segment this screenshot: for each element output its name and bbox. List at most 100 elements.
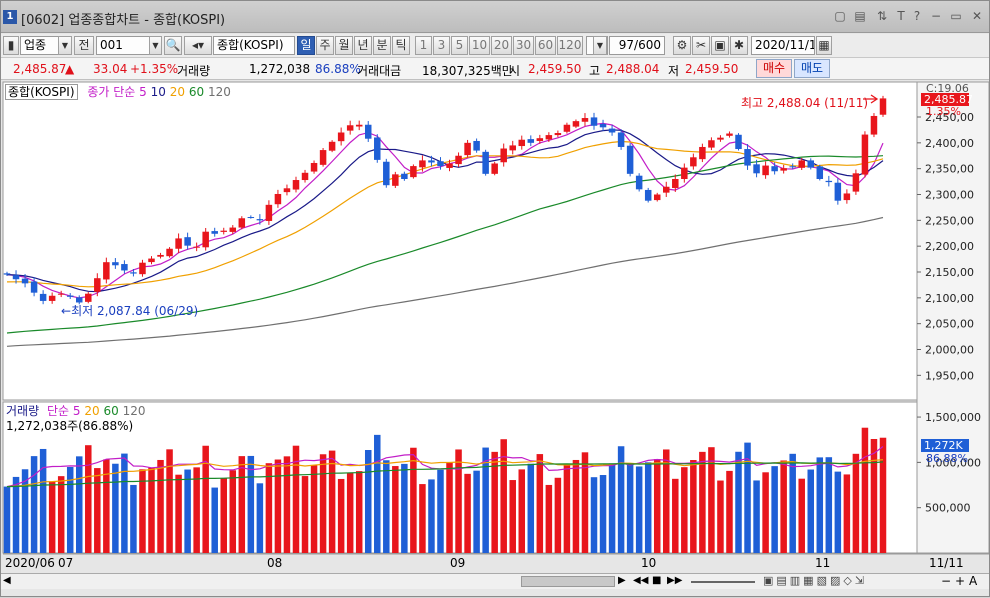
candle bbox=[735, 134, 742, 150]
text-icon[interactable]: T bbox=[897, 9, 905, 23]
rewind-icon[interactable]: ◀◀ bbox=[633, 575, 649, 586]
interval-120-button[interactable]: 120 bbox=[557, 36, 583, 55]
period-tick-tab[interactable]: 틱 bbox=[392, 36, 410, 55]
candle bbox=[139, 262, 146, 275]
volume-bar bbox=[392, 466, 399, 553]
interval-3-button[interactable]: 3 bbox=[433, 36, 450, 55]
zoom-out-icon[interactable]: − bbox=[941, 574, 952, 588]
code-dropdown-icon[interactable]: ▼ bbox=[149, 36, 162, 55]
interval-20-button[interactable]: 20 bbox=[491, 36, 512, 55]
maximize-icon[interactable]: ▭ bbox=[950, 9, 962, 23]
forward-icon[interactable]: ▶▶ bbox=[667, 575, 683, 586]
zoom-in-icon[interactable]: + bbox=[955, 574, 966, 588]
vol-ma20-label: 20 bbox=[84, 404, 100, 418]
scrollbar[interactable]: ◀ ▶ ◀◀ ■ ▶▶ ▣▤▥▦▧▨◇⇲ − + A bbox=[1, 573, 989, 589]
last-pct-label: 1.35% bbox=[926, 105, 961, 118]
save-icon[interactable]: ▣ bbox=[711, 36, 729, 55]
candle bbox=[166, 248, 173, 257]
volume-bar bbox=[220, 478, 227, 553]
candle bbox=[148, 258, 155, 263]
volume-bar bbox=[319, 454, 327, 553]
candle bbox=[346, 125, 354, 131]
count-input[interactable]: 97/600 bbox=[609, 36, 665, 55]
grid-icon[interactable]: ▤ bbox=[854, 9, 866, 23]
volume-bar bbox=[617, 446, 625, 553]
scroll-left-icon[interactable]: ◀ bbox=[3, 575, 11, 586]
font-icon[interactable]: A bbox=[969, 574, 978, 588]
help-icon[interactable]: ? bbox=[913, 9, 921, 23]
volume-bar bbox=[735, 451, 742, 553]
y-tick-label: 1,950,00 bbox=[925, 369, 974, 382]
volume-bar bbox=[509, 480, 516, 553]
period-day-tab[interactable]: 일 bbox=[297, 36, 315, 55]
volume-bar bbox=[644, 462, 652, 553]
volume-bar bbox=[85, 445, 92, 553]
x-last-label: 11/11 bbox=[929, 556, 964, 570]
date-input[interactable]: 2020/11/11 bbox=[751, 36, 815, 55]
sound-icon[interactable]: ◂▾ bbox=[184, 36, 212, 55]
link-icon[interactable]: ⇅ bbox=[876, 9, 888, 23]
volume-bar bbox=[57, 476, 65, 553]
period-minute-tab[interactable]: 분 bbox=[373, 36, 391, 55]
candle bbox=[410, 166, 417, 178]
volume-bar bbox=[94, 468, 101, 553]
calendar-icon[interactable]: ▦ bbox=[816, 36, 832, 55]
market-scope-button[interactable]: 전 bbox=[74, 36, 94, 55]
close-icon[interactable]: ✕ bbox=[971, 9, 983, 23]
candle bbox=[112, 262, 119, 266]
volume-bar bbox=[789, 453, 796, 553]
ma10-line bbox=[6, 129, 884, 293]
candle bbox=[789, 166, 796, 168]
period-week-tab[interactable]: 주 bbox=[316, 36, 334, 55]
chart-canvas[interactable]: 1,950,00 2,000,00 2,050,00 2,100,00 2,150,00… bbox=[1, 80, 989, 598]
interval-30-button[interactable]: 30 bbox=[513, 36, 534, 55]
candle bbox=[283, 188, 291, 193]
tool-icons[interactable]: ▣▤▥▦▧▨◇⇲ bbox=[763, 574, 868, 587]
chart-tools-icon[interactable]: ⚙ bbox=[673, 36, 691, 55]
volume-bar bbox=[527, 463, 535, 553]
zoom-slider[interactable] bbox=[691, 581, 755, 583]
candle bbox=[825, 180, 833, 183]
candle bbox=[672, 179, 679, 188]
candle bbox=[328, 141, 336, 151]
period-month-tab[interactable]: 월 bbox=[335, 36, 353, 55]
sell-button[interactable]: 매도 bbox=[794, 59, 830, 78]
settings-icon[interactable]: ✱ bbox=[730, 36, 748, 55]
y-tick-label: 2,050,00 bbox=[925, 318, 974, 331]
current-price: 2,485.87 bbox=[13, 62, 67, 76]
candle bbox=[644, 189, 652, 201]
code-input[interactable]: 001 bbox=[96, 36, 162, 55]
minimize-icon[interactable]: − bbox=[930, 9, 942, 23]
interval-60-button[interactable]: 60 bbox=[535, 36, 556, 55]
scroll-right-icon[interactable]: ▶ bbox=[618, 575, 626, 586]
stop-icon[interactable]: ■ bbox=[652, 575, 662, 586]
interval-10-button[interactable]: 10 bbox=[469, 36, 490, 55]
volume-bar bbox=[355, 471, 363, 553]
chart-type-icon[interactable]: ▮ bbox=[3, 36, 19, 55]
chevron-down-icon[interactable]: ▼ bbox=[58, 36, 72, 55]
candle bbox=[211, 231, 218, 234]
candle bbox=[48, 295, 56, 301]
candle bbox=[437, 161, 444, 167]
candle bbox=[103, 262, 110, 280]
layout-icon[interactable]: ▢ bbox=[834, 9, 846, 23]
scroll-thumb[interactable] bbox=[521, 576, 615, 587]
period-year-tab[interactable]: 년 bbox=[354, 36, 372, 55]
volume-bar bbox=[21, 469, 29, 553]
volume-bar bbox=[256, 483, 264, 553]
scissors-icon[interactable]: ✂ bbox=[692, 36, 710, 55]
interval-5-button[interactable]: 5 bbox=[451, 36, 468, 55]
volume-bar bbox=[672, 478, 679, 553]
vol-ma5-label: 5 bbox=[72, 404, 81, 418]
candle bbox=[175, 238, 182, 249]
volume-bar bbox=[139, 469, 146, 553]
volume-bar bbox=[699, 451, 706, 553]
buy-button[interactable]: 매수 bbox=[756, 59, 792, 78]
search-icon[interactable]: 🔍 bbox=[164, 36, 182, 55]
candle bbox=[879, 98, 887, 115]
interval-1-button[interactable]: 1 bbox=[415, 36, 432, 55]
interval-dropdown-icon[interactable]: ▼ bbox=[593, 36, 607, 55]
candle bbox=[3, 273, 11, 275]
chart-area[interactable]: 1,950,00 2,000,00 2,050,00 2,100,00 2,150,00… bbox=[1, 80, 989, 598]
volume-bar bbox=[337, 478, 345, 553]
